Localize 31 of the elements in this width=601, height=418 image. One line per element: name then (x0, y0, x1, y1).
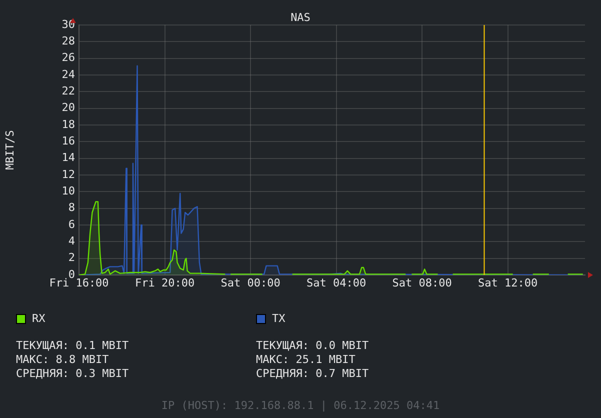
y-tick-label: 12 (62, 168, 75, 181)
text: СРЕДНЯЯ: 0.3 MBIT (16, 367, 129, 380)
x-tick-label: Sat 00:00 (220, 276, 280, 290)
legend-label: RX (32, 312, 46, 325)
x-tick-label: Sat 08:00 (392, 276, 452, 290)
text: ТЕКУЩАЯ: 0.0 MBIT (256, 339, 369, 352)
y-tick-label: 0 (68, 268, 75, 281)
y-tick-label: 8 (68, 201, 75, 214)
y-tick-label: 16 (62, 134, 75, 148)
text: СРЕДНЯЯ: 0.7 MBIT (256, 367, 369, 380)
y-tick-label: 10 (62, 184, 75, 198)
y-tick-label: 28 (62, 34, 75, 48)
legend-label: TX (272, 312, 286, 325)
y-tick-label: 24 (62, 68, 76, 81)
y-tick-label: 2 (68, 251, 75, 264)
y-tick-label: 26 (62, 51, 75, 64)
x-tick-label: Sat 12:00 (478, 276, 538, 290)
chart-title: NAS (290, 11, 310, 24)
y-tick-label: 6 (68, 218, 75, 231)
y-axis-title: MBIT/S (3, 130, 16, 170)
y-tick-label: 4 (68, 234, 76, 248)
x-tick-label: Sat 04:00 (306, 276, 366, 290)
y-tick-label: 22 (62, 84, 75, 98)
text: МАКС: 25.1 MBIT (256, 353, 356, 366)
text: МАКС: 8.8 MBIT (16, 353, 109, 366)
text: IP (HOST): 192.168.88.1 | 06.12.2025 04:41 (160, 399, 441, 412)
x-tick-label: Fri 20:00 (134, 276, 195, 290)
y-tick-label: 14 (62, 151, 76, 164)
y-tick-label: 20 (62, 101, 75, 114)
y-tick-label: 18 (62, 118, 75, 131)
text: ТЕКУЩАЯ: 0.1 MBIT (16, 339, 129, 352)
